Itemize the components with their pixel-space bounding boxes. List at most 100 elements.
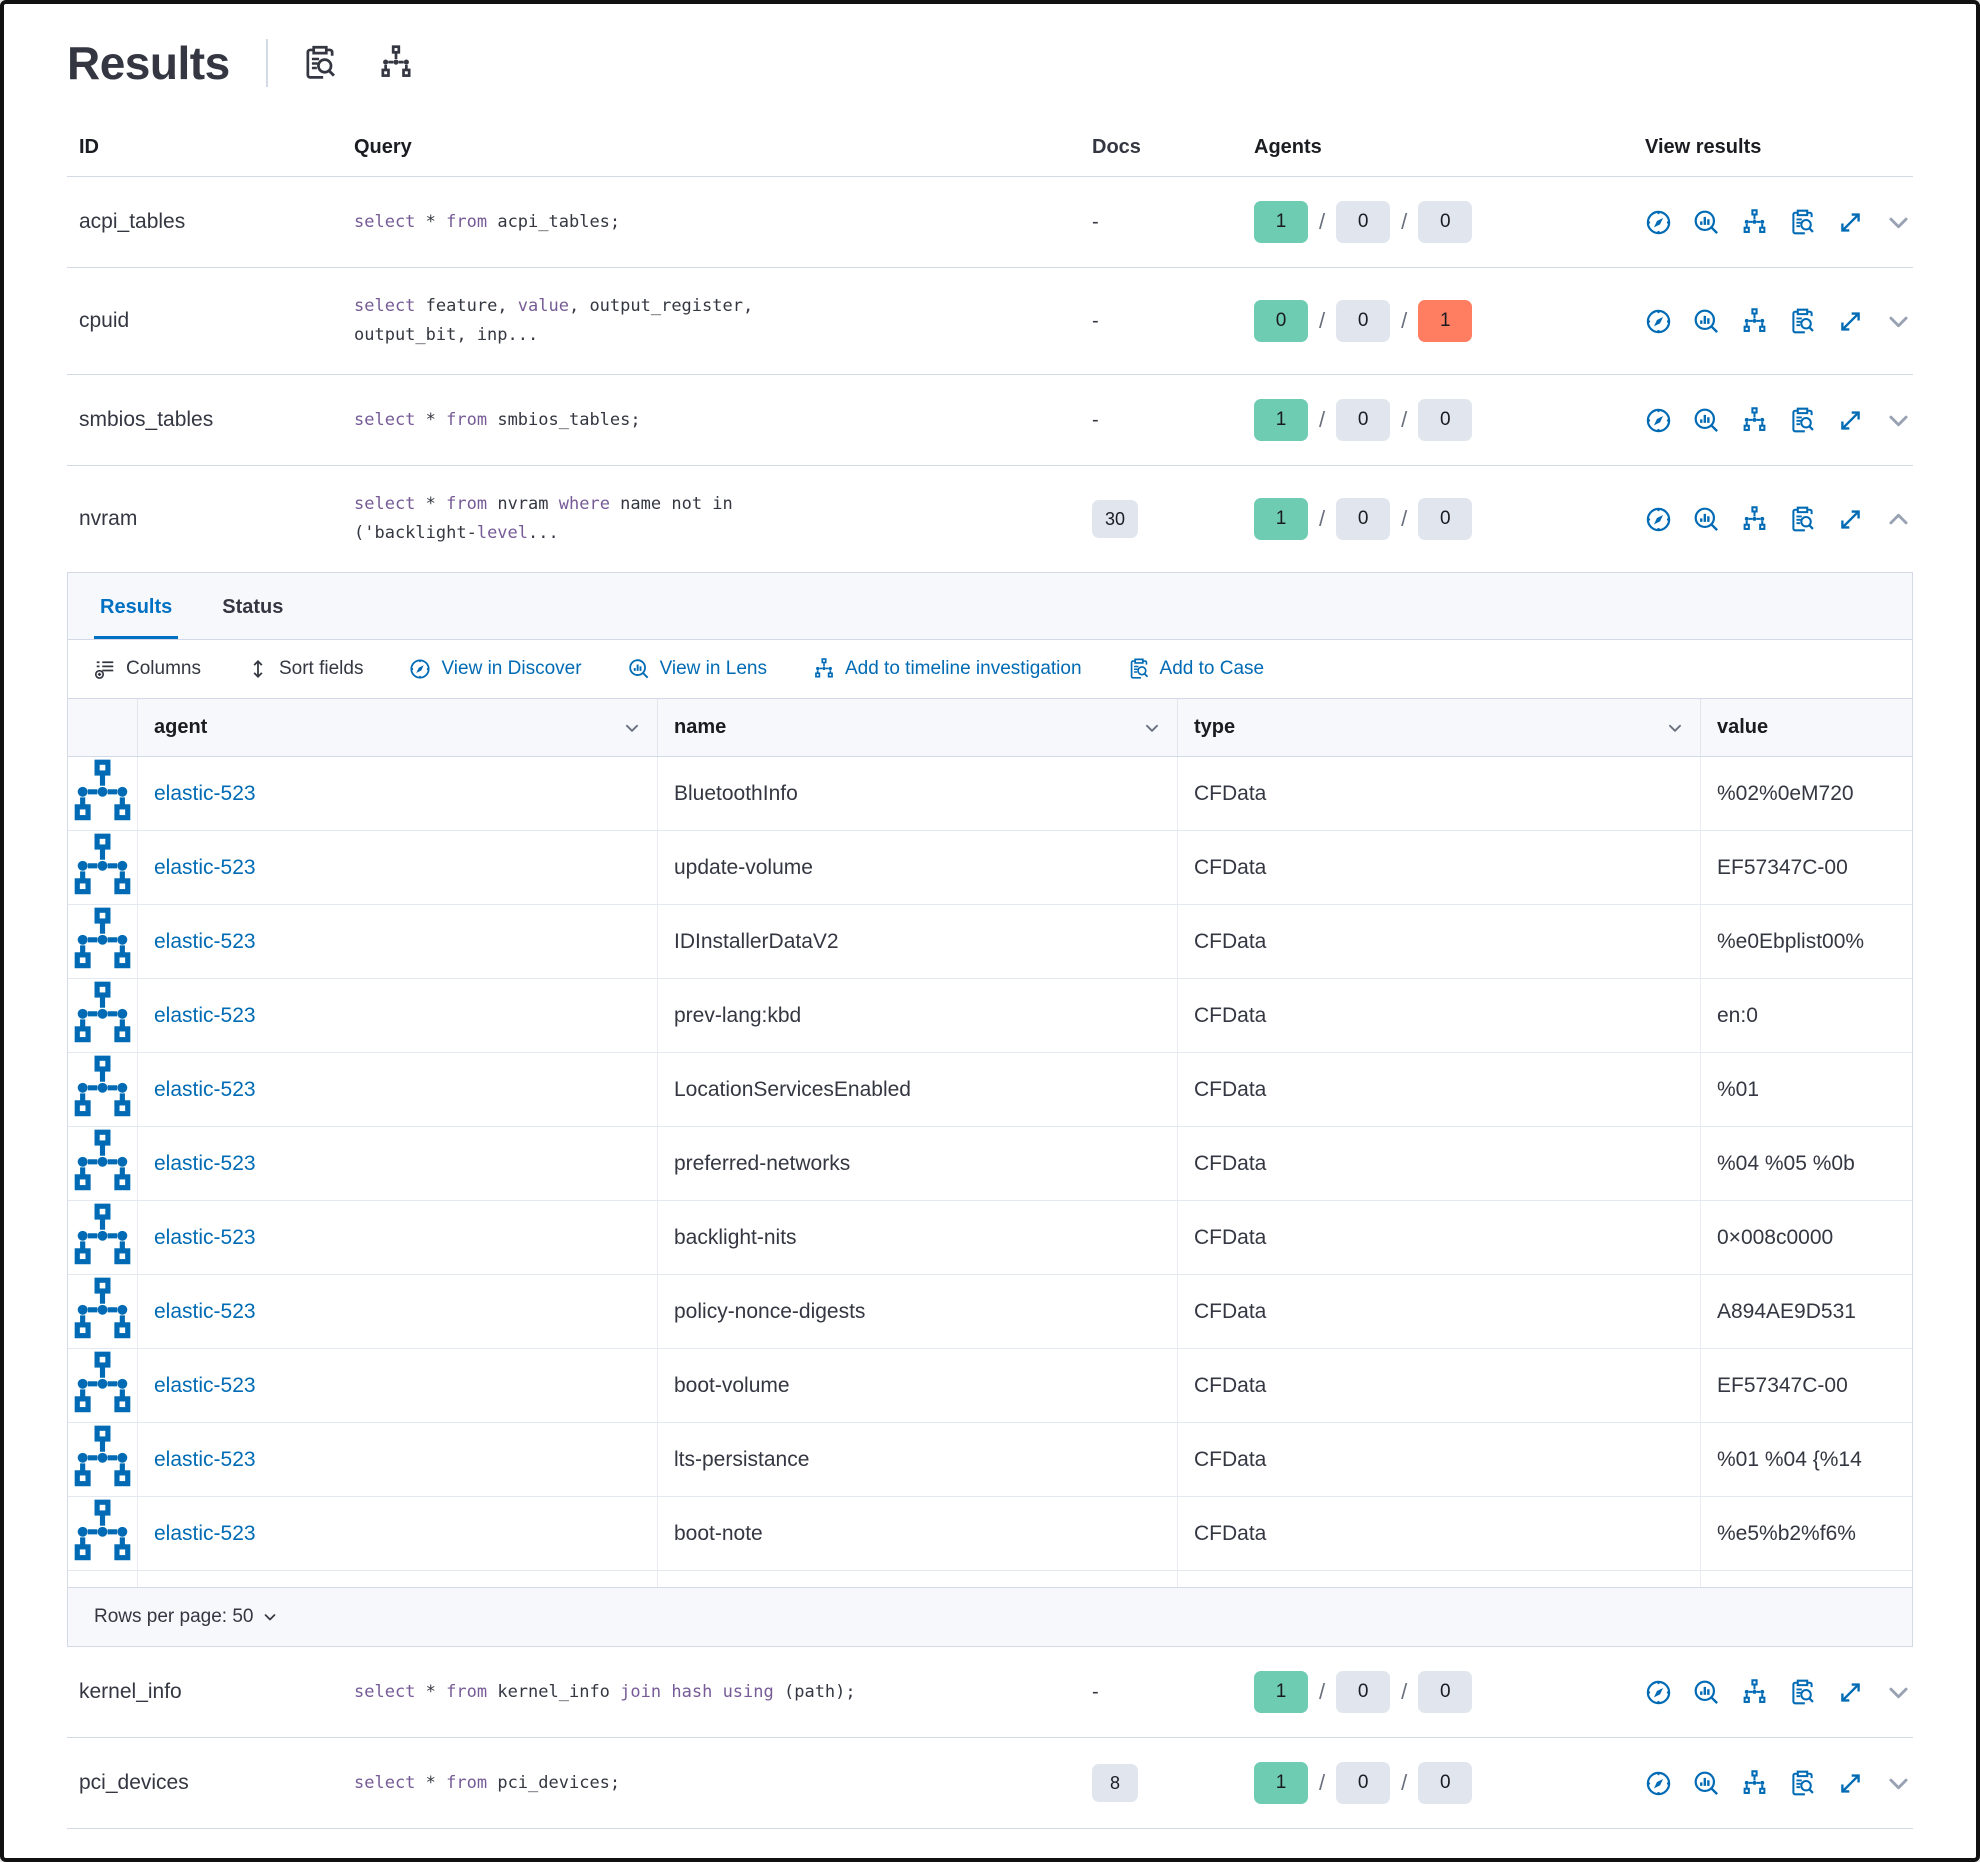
agents-separator: / bbox=[1319, 209, 1326, 234]
cell-agent: elastic-523 bbox=[138, 1349, 658, 1422]
cell-type: CFData bbox=[1178, 831, 1701, 904]
add-to-timeline-icon[interactable] bbox=[68, 1053, 138, 1126]
expand-icon[interactable] bbox=[1837, 1679, 1864, 1706]
lens-icon[interactable] bbox=[1693, 407, 1720, 434]
grid-row: elastic-523 BluetoothInfo CFData %02%0eM720 bbox=[68, 757, 1912, 831]
cell-type: CFData bbox=[1178, 1497, 1701, 1570]
chevron-down-icon[interactable] bbox=[1885, 1770, 1912, 1797]
cell-value: %02%0eM720 bbox=[1717, 781, 1854, 805]
grid-header-name[interactable]: name bbox=[658, 699, 1178, 756]
discover-icon[interactable] bbox=[1645, 1770, 1672, 1797]
add-to-timeline-icon[interactable] bbox=[68, 979, 138, 1052]
expand-icon[interactable] bbox=[1837, 407, 1864, 434]
toolbar-columns-button[interactable]: Columns bbox=[94, 658, 201, 680]
agent-link[interactable]: elastic-523 bbox=[154, 1077, 256, 1101]
agent-link[interactable]: elastic-523 bbox=[154, 1225, 256, 1249]
add-to-timeline-icon[interactable] bbox=[68, 1201, 138, 1274]
agent-link[interactable]: elastic-523 bbox=[154, 855, 256, 879]
add-to-timeline-icon[interactable] bbox=[68, 1275, 138, 1348]
add-to-timeline-icon[interactable] bbox=[68, 757, 138, 830]
cell-type: CFData bbox=[1178, 905, 1701, 978]
timeline-icon[interactable] bbox=[1741, 307, 1768, 335]
agent-link[interactable]: elastic-523 bbox=[154, 1299, 256, 1323]
agent-link[interactable]: elastic-523 bbox=[154, 1151, 256, 1175]
case-icon[interactable] bbox=[1789, 1770, 1816, 1797]
chevron-down-icon[interactable] bbox=[1885, 1679, 1912, 1706]
docs-count-badge: 8 bbox=[1092, 1764, 1138, 1802]
add-to-timeline-icon[interactable] bbox=[68, 905, 138, 978]
agent-link[interactable]: elastic-523 bbox=[154, 1521, 256, 1545]
chevron-down-icon[interactable] bbox=[1885, 209, 1912, 236]
toolbar-add-to-case-button[interactable]: Add to Case bbox=[1128, 658, 1264, 680]
case-icon[interactable] bbox=[1789, 308, 1816, 335]
case-icon[interactable] bbox=[1789, 209, 1816, 236]
chevron-down-icon[interactable] bbox=[1666, 719, 1684, 737]
agent-link[interactable]: elastic-523 bbox=[154, 1373, 256, 1397]
chevron-down-icon[interactable] bbox=[1885, 407, 1912, 434]
grid-header-value[interactable]: value bbox=[1717, 716, 1769, 738]
grid-header-type[interactable]: type bbox=[1178, 699, 1701, 756]
cell-agent: elastic-523 bbox=[138, 757, 658, 830]
discover-icon[interactable] bbox=[1645, 506, 1672, 533]
rows-per-page-selector[interactable]: Rows per page: 50 bbox=[94, 1606, 278, 1628]
case-icon[interactable] bbox=[1789, 506, 1816, 533]
chevron-down-icon[interactable] bbox=[623, 719, 641, 737]
agent-link[interactable]: elastic-523 bbox=[154, 1003, 256, 1027]
expand-icon[interactable] bbox=[1837, 1770, 1864, 1797]
discover-icon[interactable] bbox=[1645, 1679, 1672, 1706]
agents-failed-badge: 0 bbox=[1418, 399, 1473, 441]
discover-icon[interactable] bbox=[1645, 407, 1672, 434]
timeline-icon[interactable] bbox=[1741, 1678, 1768, 1706]
timeline-icon[interactable] bbox=[1741, 406, 1768, 434]
results-data-grid: agent name type value elastic-523 BluetoothIn… bbox=[68, 699, 1912, 1587]
agent-link[interactable]: elastic-523 bbox=[154, 929, 256, 953]
timeline-icon[interactable] bbox=[1741, 505, 1768, 533]
add-to-timeline-icon[interactable] bbox=[68, 1423, 138, 1496]
agent-link[interactable]: elastic-523 bbox=[154, 1447, 256, 1471]
case-icon[interactable] bbox=[1789, 1679, 1816, 1706]
expanded-results-panel: Results Status Columns Sort fields View in D… bbox=[67, 573, 1913, 1647]
chevron-down-icon[interactable] bbox=[1143, 719, 1161, 737]
chevron-up-icon[interactable] bbox=[1885, 506, 1912, 533]
timeline-icon[interactable] bbox=[1741, 1769, 1768, 1797]
expand-icon[interactable] bbox=[1837, 308, 1864, 335]
column-header-docs: Docs bbox=[1092, 136, 1141, 158]
lens-icon[interactable] bbox=[1693, 506, 1720, 533]
toolbar-sort-fields-button[interactable]: Sort fields bbox=[247, 658, 363, 680]
add-to-timeline-icon[interactable] bbox=[68, 1497, 138, 1570]
cell-value: A894AE9D531 bbox=[1717, 1299, 1856, 1323]
cell-value: %01 bbox=[1717, 1077, 1760, 1101]
lens-icon[interactable] bbox=[1693, 209, 1720, 236]
agents-success-badge: 0 bbox=[1254, 300, 1308, 342]
expand-icon[interactable] bbox=[1837, 209, 1864, 236]
grid-header-agent[interactable]: agent bbox=[138, 699, 658, 756]
lens-icon[interactable] bbox=[1693, 1770, 1720, 1797]
tab-results[interactable]: Results bbox=[94, 573, 178, 639]
add-to-timeline-icon[interactable] bbox=[68, 1349, 138, 1422]
toolbar-view-in-discover-button[interactable]: View in Discover bbox=[409, 658, 582, 680]
timeline-icon[interactable] bbox=[1741, 208, 1768, 236]
discover-icon[interactable] bbox=[1645, 209, 1672, 236]
live-query-details-icon[interactable] bbox=[302, 45, 338, 81]
toolbar-add-to-timeline-investigation-button[interactable]: Add to timeline investigation bbox=[813, 658, 1082, 680]
case-icon[interactable] bbox=[1789, 407, 1816, 434]
timeline-icon[interactable] bbox=[378, 45, 414, 81]
chevron-down-icon[interactable] bbox=[1885, 308, 1912, 335]
cell-agent: elastic-523 bbox=[138, 1275, 658, 1348]
add-to-timeline-icon[interactable] bbox=[68, 831, 138, 904]
query-row-acpi_tables: acpi_tables select * from acpi_tables; - 1 /… bbox=[67, 177, 1913, 268]
lens-icon[interactable] bbox=[1693, 308, 1720, 335]
cell-agent: elastic-523 bbox=[138, 1423, 658, 1496]
lens-icon[interactable] bbox=[1693, 1679, 1720, 1706]
expand-icon[interactable] bbox=[1837, 506, 1864, 533]
add-to-timeline-icon[interactable] bbox=[68, 1127, 138, 1200]
agents-status: 1 / 0 / 0 bbox=[1254, 201, 1619, 243]
grid-row: elastic-523 LocationServicesEnabled CFData… bbox=[68, 1053, 1912, 1127]
toolbar-view-in-lens-button[interactable]: View in Lens bbox=[628, 658, 767, 680]
discover-icon[interactable] bbox=[1645, 308, 1672, 335]
view-results-actions bbox=[1619, 1769, 1913, 1797]
cell-agent: elastic-523 bbox=[138, 905, 658, 978]
tab-status[interactable]: Status bbox=[222, 596, 284, 618]
agents-pending-badge: 0 bbox=[1336, 399, 1391, 441]
agent-link[interactable]: elastic-523 bbox=[154, 781, 256, 805]
